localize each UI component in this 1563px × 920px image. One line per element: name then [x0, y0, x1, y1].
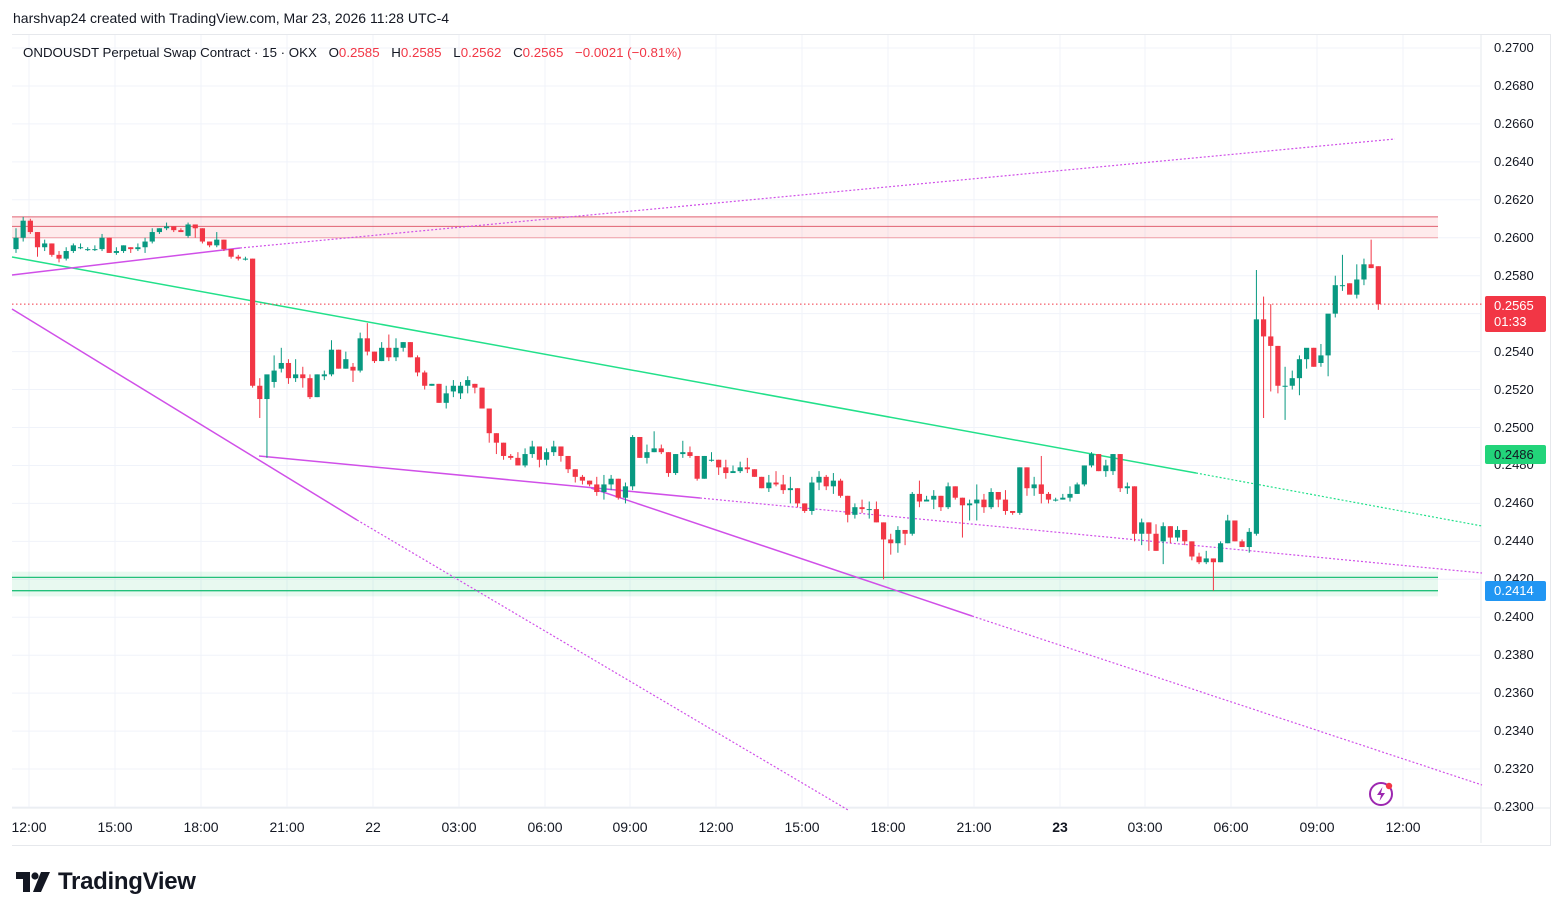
- time-tick-label: 03:00: [441, 819, 477, 835]
- time-tick-label: 21:00: [956, 819, 992, 835]
- time-tick-label: 23: [1052, 819, 1068, 835]
- time-tick-label: 22: [365, 819, 381, 835]
- tradingview-logo[interactable]: TradingView: [16, 868, 196, 896]
- close-label: C: [513, 45, 523, 60]
- price-tick-label: 0.2600: [1494, 229, 1534, 245]
- low-label: L: [453, 45, 461, 60]
- lightning-alert-icon[interactable]: [1367, 780, 1395, 808]
- price-tick-label: 0.2360: [1494, 685, 1534, 701]
- time-tick-label: 18:00: [870, 819, 906, 835]
- last-price-badge: 0.2565 01:33: [1485, 296, 1546, 332]
- price-tick-label: 0.2380: [1494, 647, 1534, 663]
- price-tick-label: 0.2700: [1494, 40, 1534, 55]
- open-value: 0.2585: [338, 45, 380, 60]
- high-value: 0.2585: [400, 45, 442, 60]
- open-label: O: [328, 45, 339, 60]
- price-tick-label: 0.2520: [1494, 381, 1534, 397]
- high-label: H: [391, 45, 401, 60]
- last-price: 0.2565: [1494, 298, 1534, 313]
- price-tick-label: 0.2300: [1494, 799, 1534, 814]
- price-tick-label: 0.2460: [1494, 495, 1534, 511]
- price-tick-label: 0.2620: [1494, 191, 1534, 207]
- time-tick-label: 15:00: [97, 819, 133, 835]
- time-tick-label: 03:00: [1127, 819, 1163, 835]
- price-tick-label: 0.2540: [1494, 343, 1534, 359]
- low-value: 0.2562: [460, 45, 502, 60]
- time-tick-label: 18:00: [183, 819, 219, 835]
- time-tick-label: 06:00: [527, 819, 563, 835]
- price-tick-label: 0.2440: [1494, 533, 1534, 549]
- symbol-label[interactable]: ONDOUSDT Perpetual Swap Contract · 15 · …: [23, 45, 317, 60]
- blue-price-marker: 0.2414: [1485, 581, 1546, 601]
- price-tick-label: 0.2680: [1494, 77, 1534, 93]
- green-price-marker: 0.2486: [1485, 445, 1546, 464]
- time-tick-label: 09:00: [1299, 819, 1335, 835]
- time-tick-label: 06:00: [1213, 819, 1249, 835]
- chart-credit: harshvap24 created with TradingView.com,…: [13, 10, 450, 26]
- chart-legend: ONDOUSDT Perpetual Swap Contract · 15 · …: [23, 45, 682, 60]
- change-value: −0.0021 (−0.81%): [575, 45, 682, 60]
- chart-frame: [12, 34, 1551, 846]
- time-tick-label: 21:00: [269, 819, 305, 835]
- close-value: 0.2565: [522, 45, 564, 60]
- tradingview-logo-text: TradingView: [58, 868, 196, 895]
- price-tick-label: 0.2500: [1494, 419, 1534, 435]
- price-tick-label: 0.2580: [1494, 267, 1534, 283]
- time-tick-label: 12:00: [698, 819, 734, 835]
- time-tick-label: 09:00: [612, 819, 648, 835]
- price-tick-label: 0.2400: [1494, 609, 1534, 625]
- time-tick-label: 12:00: [11, 819, 47, 835]
- price-tick-label: 0.2320: [1494, 761, 1534, 777]
- bar-countdown: 01:33: [1494, 314, 1527, 329]
- time-tick-label: 12:00: [1385, 819, 1421, 835]
- tradingview-logo-icon: [16, 872, 50, 892]
- price-tick-label: 0.2340: [1494, 723, 1534, 739]
- price-tick-label: 0.2660: [1494, 115, 1534, 131]
- time-tick-label: 15:00: [784, 819, 820, 835]
- price-tick-label: 0.2640: [1494, 153, 1534, 169]
